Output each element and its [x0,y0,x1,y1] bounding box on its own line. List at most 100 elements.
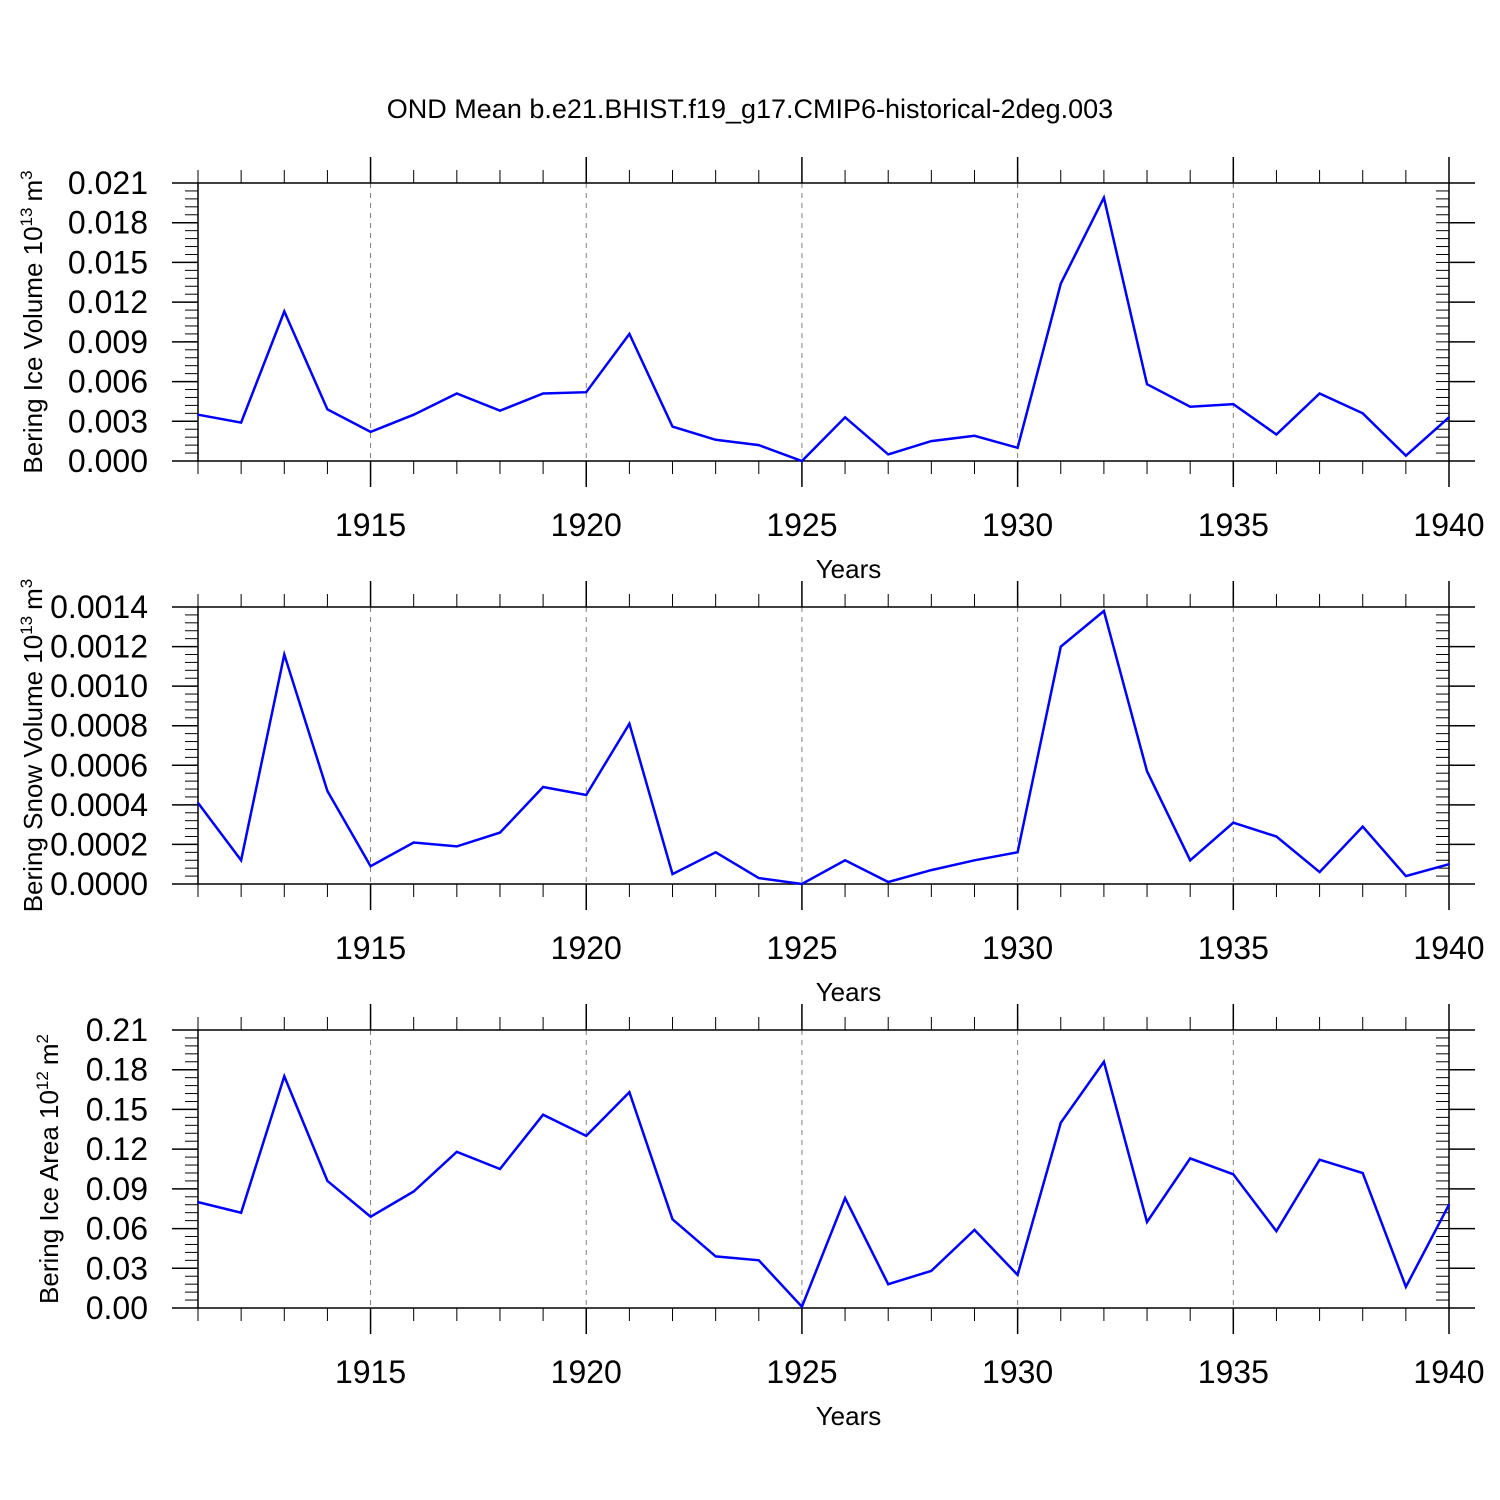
data-point [1059,645,1062,648]
data-point [498,409,501,412]
data-point [1102,609,1105,612]
panel-1: 1915 1920 1925 1930 1935 1940Years0.0000.0030… [17,157,1485,584]
data-point [1016,1273,1019,1276]
data-point [714,438,717,441]
y-tick-label: 0.0006 [50,747,148,783]
y-tick-label: 0.21 [86,1012,148,1048]
y-axis-label-unit-exponent: 3 [17,170,36,179]
data-point [283,310,286,313]
data-point [1404,1285,1407,1288]
x-tick-label: 1930 [982,1354,1053,1390]
y-tick-label: 0.18 [86,1052,148,1088]
data-point [498,1168,501,1170]
series-line-2 [197,608,1450,886]
data-point [757,444,760,447]
data-point [1318,1158,1321,1161]
x-tick-label: 1920 [551,930,622,966]
x-tick-label: 1930 [982,930,1053,966]
y-tick-label: 0.000 [68,443,148,479]
data-point [714,851,717,854]
x-tick-label: 1940 [1413,507,1484,543]
panel-2: 1915 1920 1925 1930 1935 1940 Years 0.0000 0.000… [17,579,1485,1007]
data-point [1275,433,1278,436]
y-tick-label: 0.00 [86,1290,148,1326]
data-point [757,1259,760,1262]
data-point [844,1197,847,1200]
y-axis-label: Bering Ice Volume 1013 m3 [17,170,48,473]
y-axis-label-unit: m [18,180,48,202]
x-tick-label: 1925 [766,1354,837,1390]
y-axis-label-unit-exponent: 3 [17,579,36,588]
x-tick-label: 1940 [1413,930,1484,966]
data-point [1448,416,1450,419]
data-point [1275,1230,1278,1233]
data-point [973,859,976,862]
data-point [1275,835,1278,838]
data-point [1318,392,1321,395]
y-axis-label-main: Bering Ice Volume 10 [18,226,48,473]
data-point [369,430,372,433]
data-point [671,1218,674,1221]
x-tick-label: 1930 [982,507,1053,543]
y-tick-label: 0.0002 [50,826,148,862]
data-point [283,1075,286,1078]
x-axis-label: Years [816,554,882,584]
data-point [1189,859,1192,862]
x-tick-label: 1925 [766,930,837,966]
data-point [240,1211,243,1214]
series-line-1 [197,193,1450,463]
data-point [1146,383,1149,386]
y-tick-label: 0.018 [68,205,148,241]
data-point [844,859,847,862]
data-point [326,790,329,793]
x-axis-label: Years [816,1401,882,1431]
data-point [671,873,674,876]
x-tick-label: 1935 [1198,930,1269,966]
data-point [197,801,199,804]
data-point [671,425,674,428]
x-tick-label: 1915 [335,507,406,543]
data-point [930,869,933,872]
data-point [369,1215,372,1218]
y-tick-label: 0.12 [86,1131,148,1167]
y-axis-label-exponent: 12 [33,1071,52,1090]
data-point [369,865,372,868]
data-point [455,845,458,848]
data-point [1448,863,1450,866]
data-point [628,1091,631,1094]
data-point [1448,1203,1450,1206]
y-tick-label: 0.009 [68,324,148,360]
data-point [1102,1060,1105,1063]
y-tick-label: 0.09 [86,1171,148,1207]
data-point [1232,1173,1235,1176]
data-point [800,460,803,462]
plot-frame [197,606,1450,885]
series-line-3 [197,1058,1451,1309]
data-point [585,1134,588,1137]
data-point [542,392,545,395]
y-axis-label-main: Bering Snow Volume 10 [18,635,48,913]
data-point [455,1150,458,1153]
y-tick-label: 0.015 [68,244,148,280]
data-point [844,416,847,419]
data-point [1102,196,1105,199]
x-tick-label: 1940 [1413,1354,1484,1390]
data-point [1016,446,1019,449]
data-point [800,1305,803,1308]
data-point [1016,851,1019,854]
x-tick-label: 1935 [1198,1354,1269,1390]
data-point [930,440,933,443]
plot-frame [197,1029,1450,1309]
data-point [585,793,588,796]
data-point [1361,1171,1364,1174]
x-tick-label: 1915 [335,1354,406,1390]
data-point [1189,1157,1192,1160]
panel-3: 1915 1920 1925 1930 1935 1940Years0.000.030.0… [33,1004,1485,1431]
y-axis-label-unit: m [34,1043,64,1065]
data-point [714,1255,717,1258]
data-point [887,881,890,884]
x-tick-label: 1920 [551,507,622,543]
y-tick-label: 0.0000 [50,866,148,902]
y-axis-label-main: Bering Ice Area 10 [34,1090,64,1304]
data-point [1059,1121,1062,1124]
